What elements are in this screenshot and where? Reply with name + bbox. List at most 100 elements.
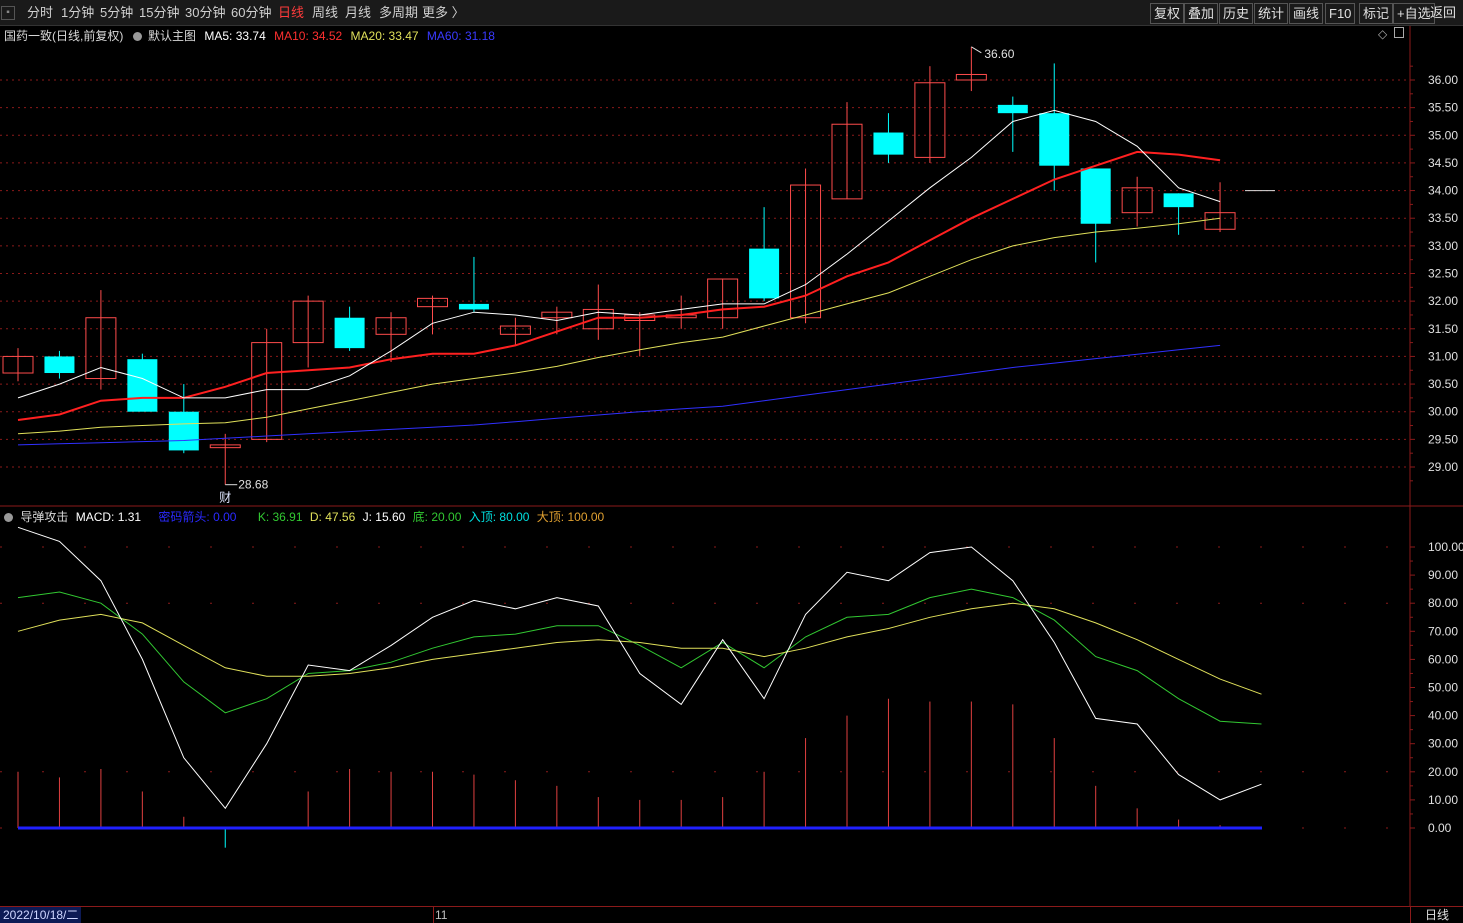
settings-circle-icon[interactable]: [132, 32, 142, 41]
menu-toggle-icon[interactable]: ▪: [1, 6, 15, 20]
candle-body-up: [292, 300, 324, 344]
period-tab-0[interactable]: 分时: [27, 5, 54, 20]
price-tick-label: 33.50: [1428, 211, 1458, 225]
period-tag[interactable]: 日线: [1410, 907, 1463, 923]
period-tab-8[interactable]: 月线: [345, 5, 372, 20]
price-tick-label: 33.00: [1428, 239, 1458, 253]
chart-area: 29.00 29.50 30.00 30.50 31.00 31.50 32.00 32.50…: [0, 26, 1463, 906]
candle-body-down: [458, 303, 489, 310]
candle-body-up: [251, 342, 283, 440]
price-tick-label: 35.50: [1428, 101, 1458, 115]
candle-body-up: [914, 82, 946, 158]
candle-body-down: [44, 356, 75, 374]
indicator-tick-label: 40.00: [1428, 709, 1458, 723]
price-tick-label: 29.00: [1428, 460, 1458, 474]
price-tick-label: 31.50: [1428, 322, 1458, 336]
status-bar: 2022/10/18/二 11 日线: [0, 906, 1463, 923]
period-tab-5[interactable]: 60分钟: [231, 5, 272, 20]
indicator-tick-label: 0.00: [1428, 821, 1452, 835]
candle-body-down: [997, 104, 1028, 114]
candle-body-up: [790, 184, 822, 319]
indicator-tick-label: 70.00: [1428, 624, 1458, 638]
k-legend: K: 36.91: [257, 510, 303, 524]
toolbar: ▪ 分时 1分钟 5分钟 15分钟 30分钟 60分钟 日线 周线 月线 多周期 更多 〉 复权 叠加历…: [0, 0, 1463, 26]
period-tab-10[interactable]: 更多 〉: [422, 5, 465, 20]
bottom-legend: 底: 20.00: [412, 510, 462, 524]
cai-marker: 财: [219, 491, 231, 505]
ma5-legend: MA5: 33.74: [204, 29, 266, 43]
candle-body-down: [127, 359, 158, 412]
macd-legend: MACD: 1.31: [75, 510, 142, 524]
price-tick-label: 34.00: [1428, 184, 1458, 198]
toolbar-button-6[interactable]: 标记: [1359, 3, 1394, 24]
candle-body-up: [499, 325, 531, 335]
signal-legend: 密码箭头: 0.00: [158, 510, 237, 524]
j-legend: J: 15.60: [362, 510, 406, 524]
settings-circle-icon[interactable]: [4, 513, 13, 522]
ma20-legend: MA20: 33.47: [350, 29, 419, 43]
period-tab-1[interactable]: 1分钟: [61, 5, 95, 20]
stock-title: 国药一致(日线,前复权): [4, 29, 124, 43]
d-legend: D: 47.56: [309, 510, 356, 524]
candle-body-down: [168, 411, 199, 451]
diamond-icon[interactable]: ◇: [1378, 27, 1388, 41]
big-top-legend: 大顶: 100.00: [536, 510, 605, 524]
indicator-tick-label: 90.00: [1428, 568, 1458, 582]
indicator-tick-label: 30.00: [1428, 737, 1458, 751]
indicator-tick-label: 20.00: [1428, 765, 1458, 779]
indicator-tick-label: 60.00: [1428, 652, 1458, 666]
sub-legend: 导弹攻击 MACD: 1.31 密码箭头: 0.00 K: 36.91 D: 4…: [4, 508, 604, 525]
price-tick-label: 30.00: [1428, 405, 1458, 419]
period-tab-9[interactable]: 多周期: [379, 5, 419, 20]
template-label[interactable]: 默认主图: [148, 29, 197, 43]
indicator-d-line: [17, 602, 1262, 695]
cursor-date: 2022/10/18/二: [0, 907, 82, 923]
indicator-j-line: [17, 526, 1262, 810]
ma5-line: [17, 109, 1221, 399]
candle-body-up: [209, 444, 241, 449]
indicator-tick-label: 80.00: [1428, 596, 1458, 610]
toolbar-button-1[interactable]: 叠加: [1184, 3, 1219, 24]
candle-body-up: [831, 123, 863, 200]
ma10-legend: MA10: 34.52: [274, 29, 343, 43]
ma60-line: [17, 344, 1221, 446]
price-tick-label: 35.00: [1428, 128, 1458, 142]
candle-body-up: [375, 317, 407, 335]
high-pointer: [971, 46, 982, 54]
ma60-legend: MA60: 31.18: [426, 29, 495, 43]
period-tab-6[interactable]: 日线: [278, 5, 305, 20]
indicator-name[interactable]: 导弹攻击: [20, 510, 69, 524]
toolbar-button-4[interactable]: 画线: [1289, 3, 1324, 24]
toolbar-button-8[interactable]: 返回: [1430, 5, 1457, 20]
price-tick-label: 31.00: [1428, 349, 1458, 363]
candle-body-down: [1039, 113, 1070, 166]
candle-body-up: [541, 311, 573, 319]
period-tab-4[interactable]: 30分钟: [185, 5, 226, 20]
indicator-tick-label: 50.00: [1428, 681, 1458, 695]
price-tick-label: 32.50: [1428, 267, 1458, 281]
candle-body-up: [1121, 187, 1153, 214]
candle-body-up: [1204, 212, 1236, 230]
price-tick-label: 36.00: [1428, 73, 1458, 87]
indicator-k-line: [17, 588, 1262, 725]
price-tick-label: 32.00: [1428, 294, 1458, 308]
candle-body-down: [334, 317, 365, 349]
high-annotation: 36.60: [984, 47, 1014, 61]
candle-body-down: [1163, 193, 1194, 208]
toolbar-button-5[interactable]: F10: [1325, 3, 1356, 24]
window-icon[interactable]: [1393, 27, 1404, 38]
price-tick-label: 29.50: [1428, 432, 1458, 446]
price-tick-label: 30.50: [1428, 377, 1458, 391]
toolbar-button-2[interactable]: 历史: [1219, 3, 1254, 24]
period-tab-7[interactable]: 周线: [312, 5, 339, 20]
period-tab-3[interactable]: 15分钟: [139, 5, 180, 20]
candle-body-up: [707, 278, 739, 319]
toolbar-button-7[interactable]: +自选: [1393, 3, 1435, 24]
low-annotation: 28.68: [238, 478, 268, 492]
main-legend: 国药一致(日线,前复权) 默认主图 MA5: 33.74 MA10: 34.52…: [4, 27, 495, 44]
candle-body-down: [749, 248, 780, 299]
indicator-tick-label: 100.00: [1428, 540, 1463, 554]
toolbar-button-0[interactable]: 复权: [1150, 3, 1185, 24]
period-tab-2[interactable]: 5分钟: [100, 5, 134, 20]
toolbar-button-3[interactable]: 统计: [1254, 3, 1289, 24]
